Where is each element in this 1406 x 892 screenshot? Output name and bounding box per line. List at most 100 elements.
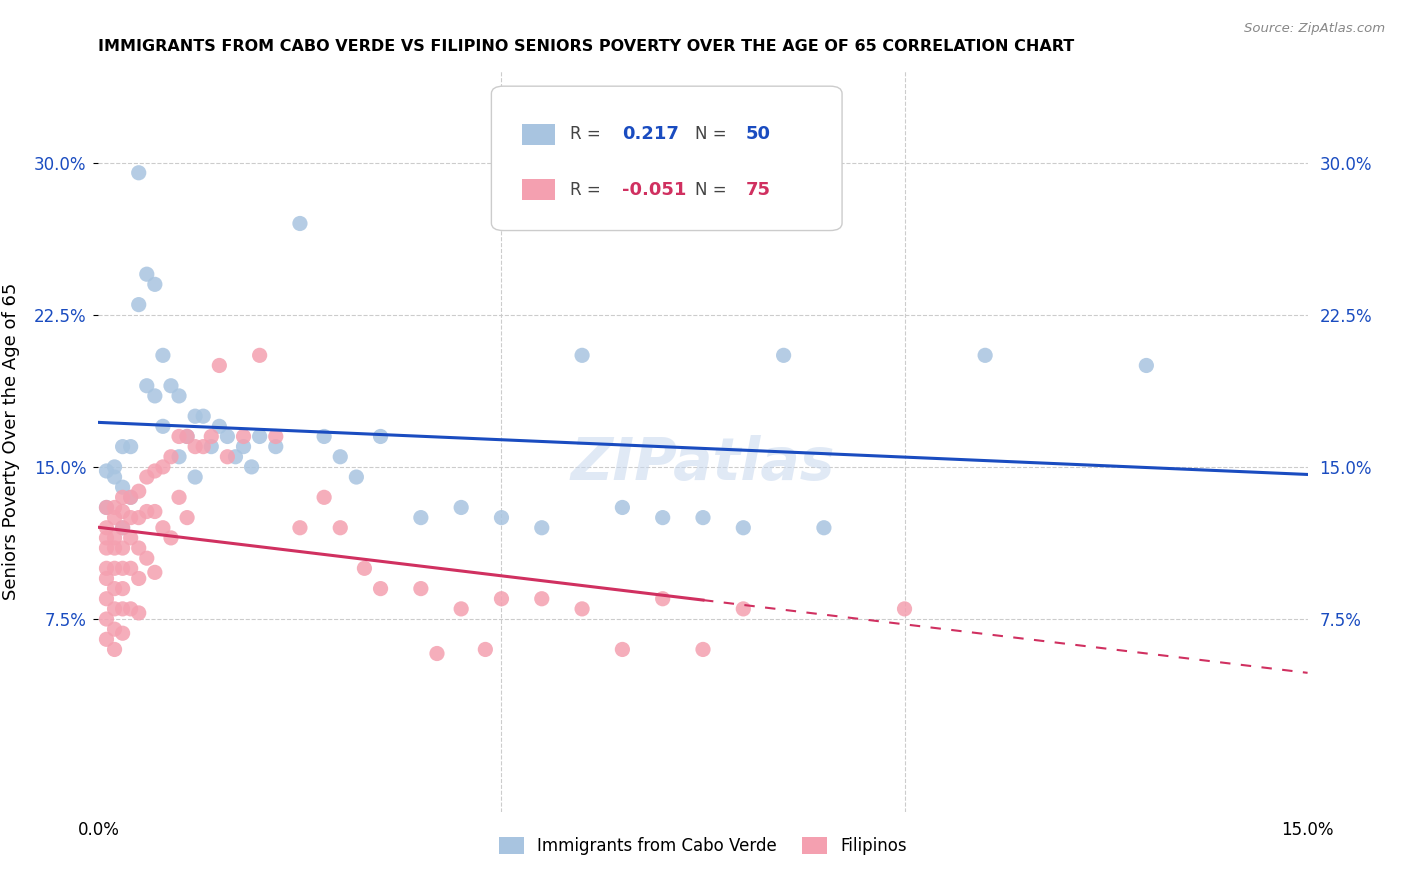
Point (571, 348, 593, 362)
Point (143, 464, 166, 478)
Point (128, 484, 150, 499)
Text: IMMIGRANTS FROM CABO VERDE VS FILIPINO SENIORS POVERTY OVER THE AGE OF 65 CORREL: IMMIGRANTS FROM CABO VERDE VS FILIPINO S… (98, 38, 1074, 54)
Y-axis label: Seniors Poverty Over the Age of 65: Seniors Poverty Over the Age of 65 (1, 283, 20, 600)
Point (103, 531, 125, 545)
Point (111, 626, 134, 640)
Point (103, 622, 125, 636)
Point (288, 521, 311, 535)
Point (103, 602, 125, 616)
Point (474, 642, 496, 657)
Point (571, 602, 593, 616)
Point (128, 571, 150, 585)
Point (111, 521, 134, 535)
Point (96, 632, 118, 647)
Point (120, 491, 142, 505)
Point (96, 500, 118, 515)
Point (96, 591, 118, 606)
Text: R =: R = (569, 181, 606, 199)
Text: -0.051: -0.051 (621, 181, 686, 199)
Point (208, 419, 231, 434)
Point (264, 440, 287, 454)
Point (135, 378, 157, 392)
Point (692, 642, 714, 657)
Point (450, 500, 472, 515)
FancyBboxPatch shape (522, 179, 555, 200)
Point (143, 389, 166, 403)
Point (111, 440, 134, 454)
Point (160, 450, 183, 464)
Point (651, 510, 673, 524)
Point (232, 440, 254, 454)
Point (120, 491, 142, 505)
Point (96, 464, 118, 478)
Point (103, 500, 125, 515)
Point (224, 450, 246, 464)
FancyBboxPatch shape (522, 124, 555, 145)
Point (974, 348, 997, 362)
Point (208, 359, 231, 373)
Point (152, 521, 174, 535)
Point (200, 429, 222, 443)
Point (370, 429, 392, 443)
Point (128, 166, 150, 180)
Point (103, 510, 125, 524)
Point (135, 551, 157, 566)
Point (96, 612, 118, 626)
Point (264, 429, 287, 443)
Point (167, 450, 190, 464)
Point (111, 561, 134, 575)
Point (103, 582, 125, 596)
Point (111, 582, 134, 596)
Text: R =: R = (569, 125, 606, 144)
Point (193, 409, 215, 424)
Point (733, 602, 755, 616)
Point (240, 459, 263, 474)
Point (692, 510, 714, 524)
Point (135, 504, 157, 518)
Point (152, 348, 174, 362)
Point (1135, 359, 1157, 373)
Point (103, 642, 125, 657)
Point (103, 561, 125, 575)
Point (232, 429, 254, 443)
Point (530, 591, 553, 606)
Point (329, 521, 352, 535)
Point (491, 510, 513, 524)
Point (96, 521, 118, 535)
Point (128, 541, 150, 555)
Point (96, 561, 118, 575)
Point (184, 470, 207, 484)
Point (353, 561, 375, 575)
Point (530, 521, 553, 535)
Point (160, 531, 183, 545)
Point (111, 602, 134, 616)
Point (409, 582, 432, 596)
Point (314, 491, 336, 505)
Point (152, 419, 174, 434)
Point (103, 470, 125, 484)
Point (813, 521, 835, 535)
Point (160, 378, 183, 392)
Text: 50: 50 (745, 125, 770, 144)
Point (111, 480, 134, 494)
Point (111, 504, 134, 518)
Point (450, 602, 472, 616)
Point (120, 561, 142, 575)
Point (120, 510, 142, 524)
Point (193, 440, 215, 454)
Point (111, 541, 134, 555)
Point (96, 541, 118, 555)
Point (409, 510, 432, 524)
Point (249, 429, 271, 443)
Text: N =: N = (695, 125, 731, 144)
Point (103, 459, 125, 474)
Point (152, 459, 174, 474)
Point (893, 602, 915, 616)
Text: 75: 75 (745, 181, 770, 199)
Point (184, 409, 207, 424)
Point (176, 429, 198, 443)
Point (200, 440, 222, 454)
Point (772, 348, 794, 362)
Point (135, 470, 157, 484)
Point (128, 510, 150, 524)
